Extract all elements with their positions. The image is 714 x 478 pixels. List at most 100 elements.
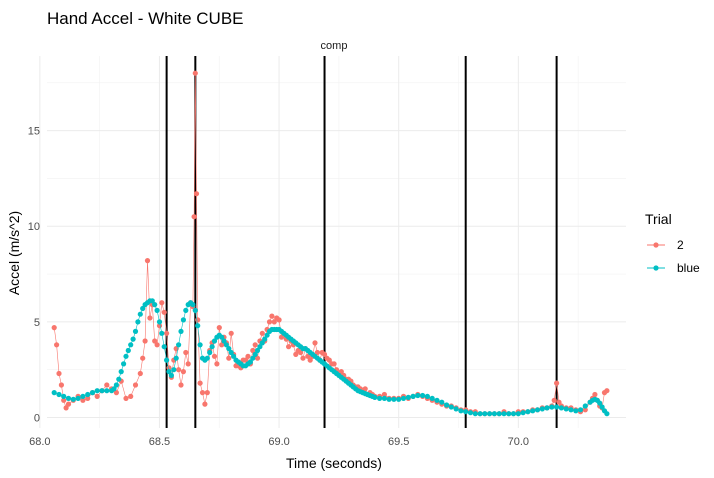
data-point-blue <box>85 391 91 398</box>
data-point-blue <box>453 406 459 412</box>
data-point-blue <box>582 403 588 409</box>
data-point-blue <box>599 404 605 410</box>
data-point-2 <box>199 390 206 396</box>
data-point-2 <box>305 353 311 359</box>
data-point-2 <box>271 319 277 325</box>
data-point-2 <box>226 355 232 361</box>
data-point-blue <box>70 396 76 402</box>
data-point-2 <box>142 338 148 344</box>
data-point-2 <box>362 386 368 392</box>
data-point-blue <box>140 305 146 312</box>
data-point-2 <box>338 369 344 375</box>
legend: Trial 2 blue <box>645 211 700 275</box>
data-point-blue <box>525 409 531 415</box>
data-point-blue <box>168 372 174 378</box>
data-point-blue <box>396 396 402 402</box>
data-point-2 <box>551 397 557 403</box>
data-point-2 <box>228 330 234 336</box>
data-point-blue <box>262 336 268 342</box>
data-point-blue <box>159 330 165 336</box>
data-point-blue <box>130 336 136 342</box>
data-point-blue <box>472 411 478 417</box>
data-point-2 <box>197 380 203 386</box>
data-point-blue <box>190 302 196 308</box>
x-tick-label: 68.0 <box>29 436 50 448</box>
data-point-2 <box>252 342 258 348</box>
data-point-blue <box>125 347 131 354</box>
data-point-2 <box>214 361 220 367</box>
data-point-blue <box>197 342 203 348</box>
data-point-2 <box>331 361 337 367</box>
data-point-2 <box>381 391 387 398</box>
data-point-blue <box>530 408 536 414</box>
data-point-2 <box>51 325 57 331</box>
y-tick-label: 5 <box>34 317 40 329</box>
data-point-blue <box>176 342 182 348</box>
data-point-blue <box>264 332 270 338</box>
data-point-blue <box>482 411 488 417</box>
data-point-blue <box>415 392 421 399</box>
data-point-2 <box>219 342 225 348</box>
data-point-blue <box>89 390 96 396</box>
data-point-blue <box>515 411 521 417</box>
data-point-2 <box>191 214 197 220</box>
data-point-2 <box>56 370 62 377</box>
data-point-blue <box>211 338 218 344</box>
x-tick-label: 70.0 <box>508 436 529 448</box>
data-point-2 <box>556 399 562 405</box>
data-point-blue <box>381 395 387 401</box>
data-point-blue <box>252 351 258 357</box>
data-point-blue <box>171 367 177 373</box>
data-point-blue <box>111 386 117 392</box>
data-point-2 <box>243 357 249 363</box>
data-point-blue <box>135 319 141 325</box>
data-point-blue <box>573 408 579 414</box>
data-point-2 <box>204 390 210 396</box>
data-point-2 <box>245 353 251 359</box>
data-point-blue <box>164 357 170 363</box>
data-point-2 <box>286 344 292 350</box>
data-point-blue <box>104 388 110 394</box>
data-point-blue <box>121 361 127 367</box>
data-point-blue <box>254 347 261 354</box>
data-point-2 <box>312 340 318 346</box>
data-point-blue <box>80 393 86 399</box>
data-point-2 <box>61 397 67 403</box>
data-point-blue <box>149 298 155 304</box>
data-point-2 <box>147 315 153 321</box>
data-point-2 <box>604 388 610 394</box>
data-point-2 <box>85 395 91 401</box>
data-point-blue <box>434 397 440 403</box>
data-point-blue <box>554 404 560 410</box>
data-point-2 <box>154 342 160 348</box>
data-point-blue <box>173 355 179 361</box>
data-point-blue <box>183 307 189 313</box>
data-point-2 <box>195 317 201 323</box>
x-tick-label: 69.0 <box>268 436 289 448</box>
data-point-2 <box>211 353 218 359</box>
data-point-blue <box>166 369 172 375</box>
y-tick-label: 10 <box>28 221 40 233</box>
data-point-blue <box>161 344 167 350</box>
data-point-2 <box>269 313 275 319</box>
data-point-2 <box>300 355 306 361</box>
legend-label-blue: blue <box>677 261 700 275</box>
data-point-blue <box>204 355 210 361</box>
data-point-blue <box>209 344 215 350</box>
data-point-2 <box>193 191 200 197</box>
data-point-blue <box>250 355 256 361</box>
data-point-blue <box>65 395 72 401</box>
data-point-blue <box>477 411 483 417</box>
data-point-2 <box>183 349 189 356</box>
data-point-blue <box>577 407 584 413</box>
data-point-2 <box>192 70 198 76</box>
data-point-2 <box>176 367 182 373</box>
series-line-blue <box>54 300 608 414</box>
data-point-blue <box>195 323 201 329</box>
data-point-blue <box>372 394 378 400</box>
vertical-markers <box>165 56 558 428</box>
data-point-2 <box>185 361 191 367</box>
data-point-blue <box>544 405 550 411</box>
data-point-blue <box>424 393 430 399</box>
